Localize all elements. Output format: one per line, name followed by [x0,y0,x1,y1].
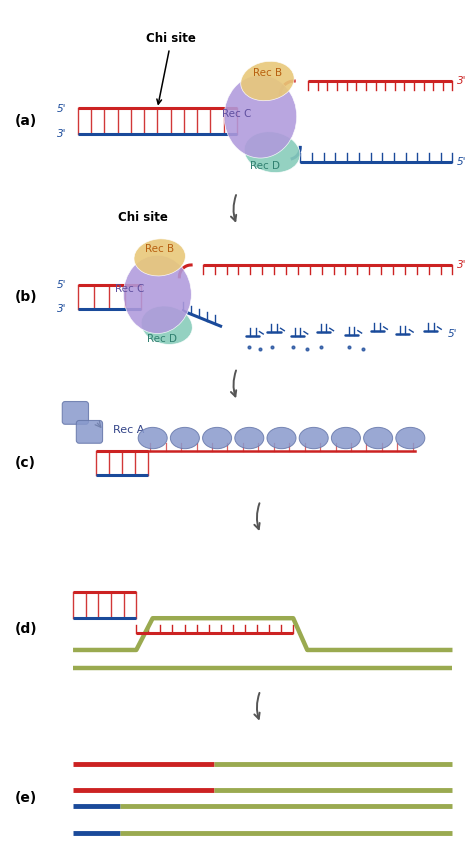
Text: Rec B: Rec B [253,68,282,78]
Ellipse shape [170,428,200,448]
Text: 3': 3' [56,129,66,139]
Text: (c): (c) [15,455,36,470]
Ellipse shape [267,428,296,448]
Text: 3': 3' [56,303,66,314]
Text: (e): (e) [15,791,37,805]
Ellipse shape [396,428,425,448]
Ellipse shape [224,75,297,158]
Text: 5': 5' [457,156,467,167]
Ellipse shape [331,428,360,448]
Ellipse shape [244,131,300,173]
Ellipse shape [299,428,328,448]
Text: Rec D: Rec D [250,161,280,171]
FancyBboxPatch shape [62,401,89,424]
Text: 3': 3' [457,260,467,270]
Text: 3': 3' [457,76,467,86]
Ellipse shape [134,239,185,276]
Text: (a): (a) [15,114,37,128]
Ellipse shape [123,255,191,333]
Ellipse shape [241,61,294,101]
Ellipse shape [202,428,232,448]
Text: 5': 5' [448,329,457,338]
Ellipse shape [141,306,192,344]
Text: Rec D: Rec D [147,334,177,344]
Ellipse shape [364,428,392,448]
Text: (b): (b) [15,289,37,304]
FancyBboxPatch shape [76,421,102,443]
Text: Chi site: Chi site [118,210,168,224]
Text: (d): (d) [15,622,37,636]
Text: Rec A: Rec A [113,425,144,436]
Ellipse shape [138,428,167,448]
Text: 5': 5' [56,104,66,113]
Text: Rec C: Rec C [115,284,144,294]
Text: Rec C: Rec C [222,108,252,119]
Text: Chi site: Chi site [146,33,196,104]
Text: Rec B: Rec B [145,244,174,253]
Ellipse shape [235,428,264,448]
Text: 5': 5' [56,280,66,289]
